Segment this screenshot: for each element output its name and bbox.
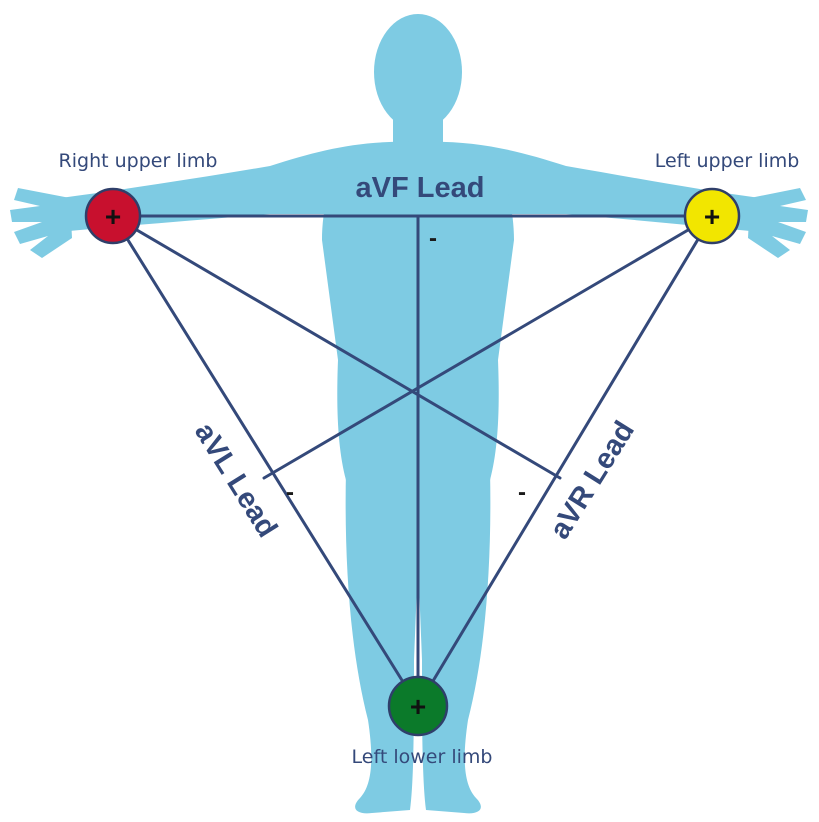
electrode-left-lower-circle — [387, 675, 449, 737]
avf-negative-sign: - — [429, 225, 437, 252]
avr-perpendicular-line — [111, 214, 562, 480]
right-upper-limb-label: Right upper limb — [59, 150, 218, 172]
human-body-silhouette-icon — [10, 14, 808, 814]
left-lower-limb-label: Left lower limb — [352, 746, 493, 768]
electrode-right-upper-circle — [84, 187, 142, 245]
avr-lead-label: aVR Lead — [544, 416, 641, 545]
electrode-left-upper-circle — [683, 187, 741, 245]
electrode-right-upper: + — [84, 187, 142, 245]
lead-lines — [111, 214, 714, 708]
avl-side-line — [111, 214, 420, 708]
avr-negative-sign: - — [518, 479, 526, 506]
avl-lead-label: aVL Lead — [188, 417, 283, 543]
electrode-right-upper-sign: + — [105, 201, 121, 232]
electrode-left-upper-sign: + — [704, 201, 720, 232]
left-upper-limb-label: Left upper limb — [655, 150, 800, 172]
avr-side-line — [416, 214, 714, 708]
electrode-left-lower: + — [387, 675, 449, 737]
avf-lead-label: aVF Lead — [356, 172, 485, 204]
avl-negative-sign: - — [286, 479, 294, 506]
electrode-left-lower-sign: + — [410, 691, 426, 722]
avl-perpendicular-line — [262, 214, 714, 480]
electrode-left-upper: + — [683, 187, 741, 245]
